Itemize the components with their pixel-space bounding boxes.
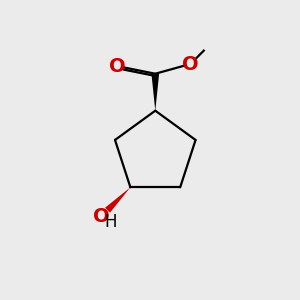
Text: O: O xyxy=(109,57,126,76)
Text: O: O xyxy=(182,55,198,74)
Polygon shape xyxy=(105,187,130,213)
Text: H: H xyxy=(104,213,117,231)
Polygon shape xyxy=(152,74,159,111)
Text: O: O xyxy=(93,207,110,226)
